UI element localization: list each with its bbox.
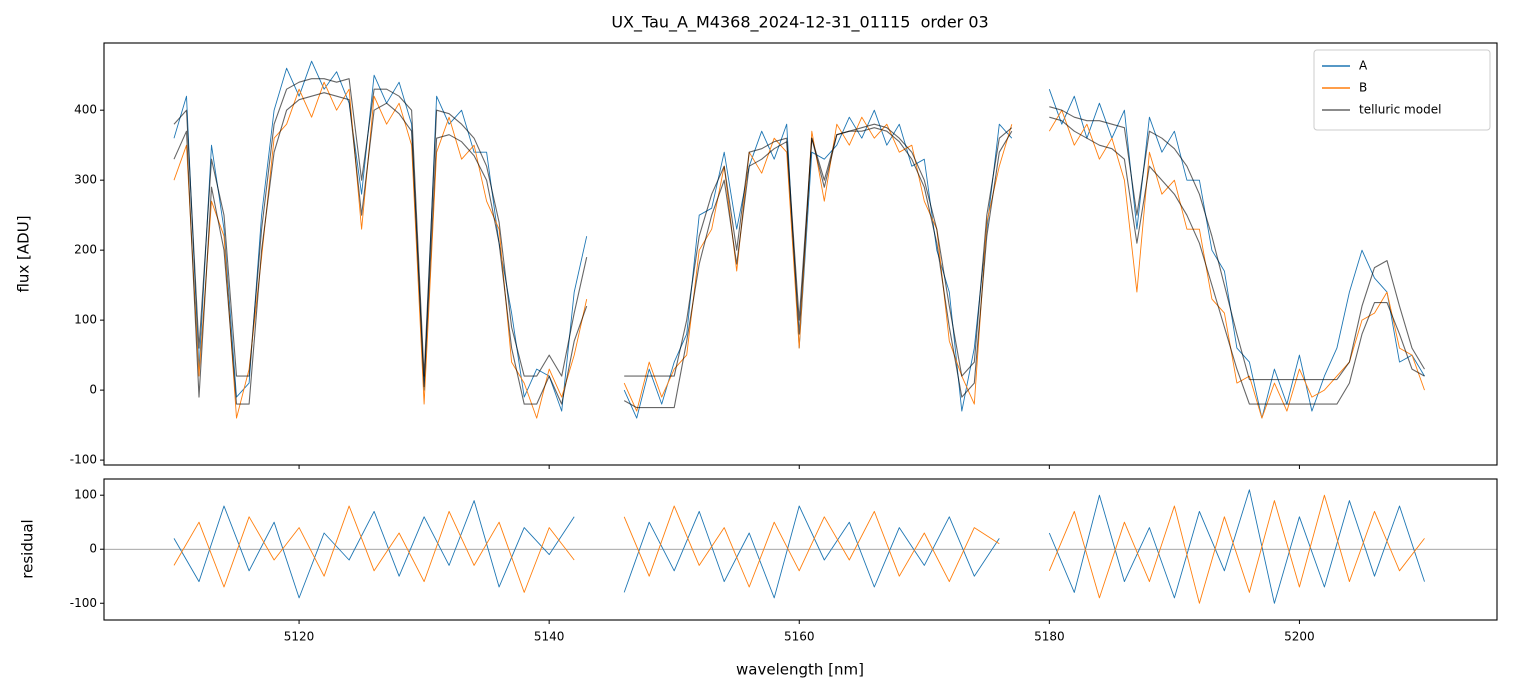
series-line	[173, 78, 1425, 381]
y-tick-label: 0	[89, 542, 97, 556]
series-line	[173, 81, 1425, 419]
y-axis-label: residual	[19, 519, 37, 578]
x-tick-label: 5140	[534, 630, 565, 644]
plot-area	[104, 489, 1497, 604]
legend-label: A	[1359, 59, 1368, 73]
x-tick-label: 5120	[284, 630, 315, 644]
y-tick-label: -100	[70, 596, 97, 610]
y-tick-label: 100	[74, 488, 97, 502]
series-line	[173, 60, 1425, 419]
x-axis-label: wavelength [nm]	[736, 661, 864, 679]
legend-label: B	[1359, 81, 1367, 95]
legend-label: telluric model	[1359, 103, 1441, 117]
y-tick-label: -100	[70, 453, 97, 467]
plot-area	[173, 60, 1425, 419]
x-tick-label: 5180	[1034, 630, 1065, 644]
y-tick-label: 0	[89, 383, 97, 397]
series-line	[173, 494, 1425, 604]
y-tick-label: 400	[74, 103, 97, 117]
series-line	[173, 92, 1425, 409]
legend-box	[1313, 49, 1491, 131]
x-tick-label: 5200	[1284, 630, 1315, 644]
y-axis-label: flux [ADU]	[15, 215, 33, 292]
y-tick-label: 100	[74, 313, 97, 327]
axes-frame	[103, 42, 1498, 466]
chart-title: UX_Tau_A_M4368_2024-12-31_01115 order 03	[611, 13, 988, 33]
series-line	[173, 489, 1425, 604]
y-tick-label: 200	[74, 243, 97, 257]
x-tick-label: 5160	[784, 630, 815, 644]
y-tick-label: 300	[74, 173, 97, 187]
